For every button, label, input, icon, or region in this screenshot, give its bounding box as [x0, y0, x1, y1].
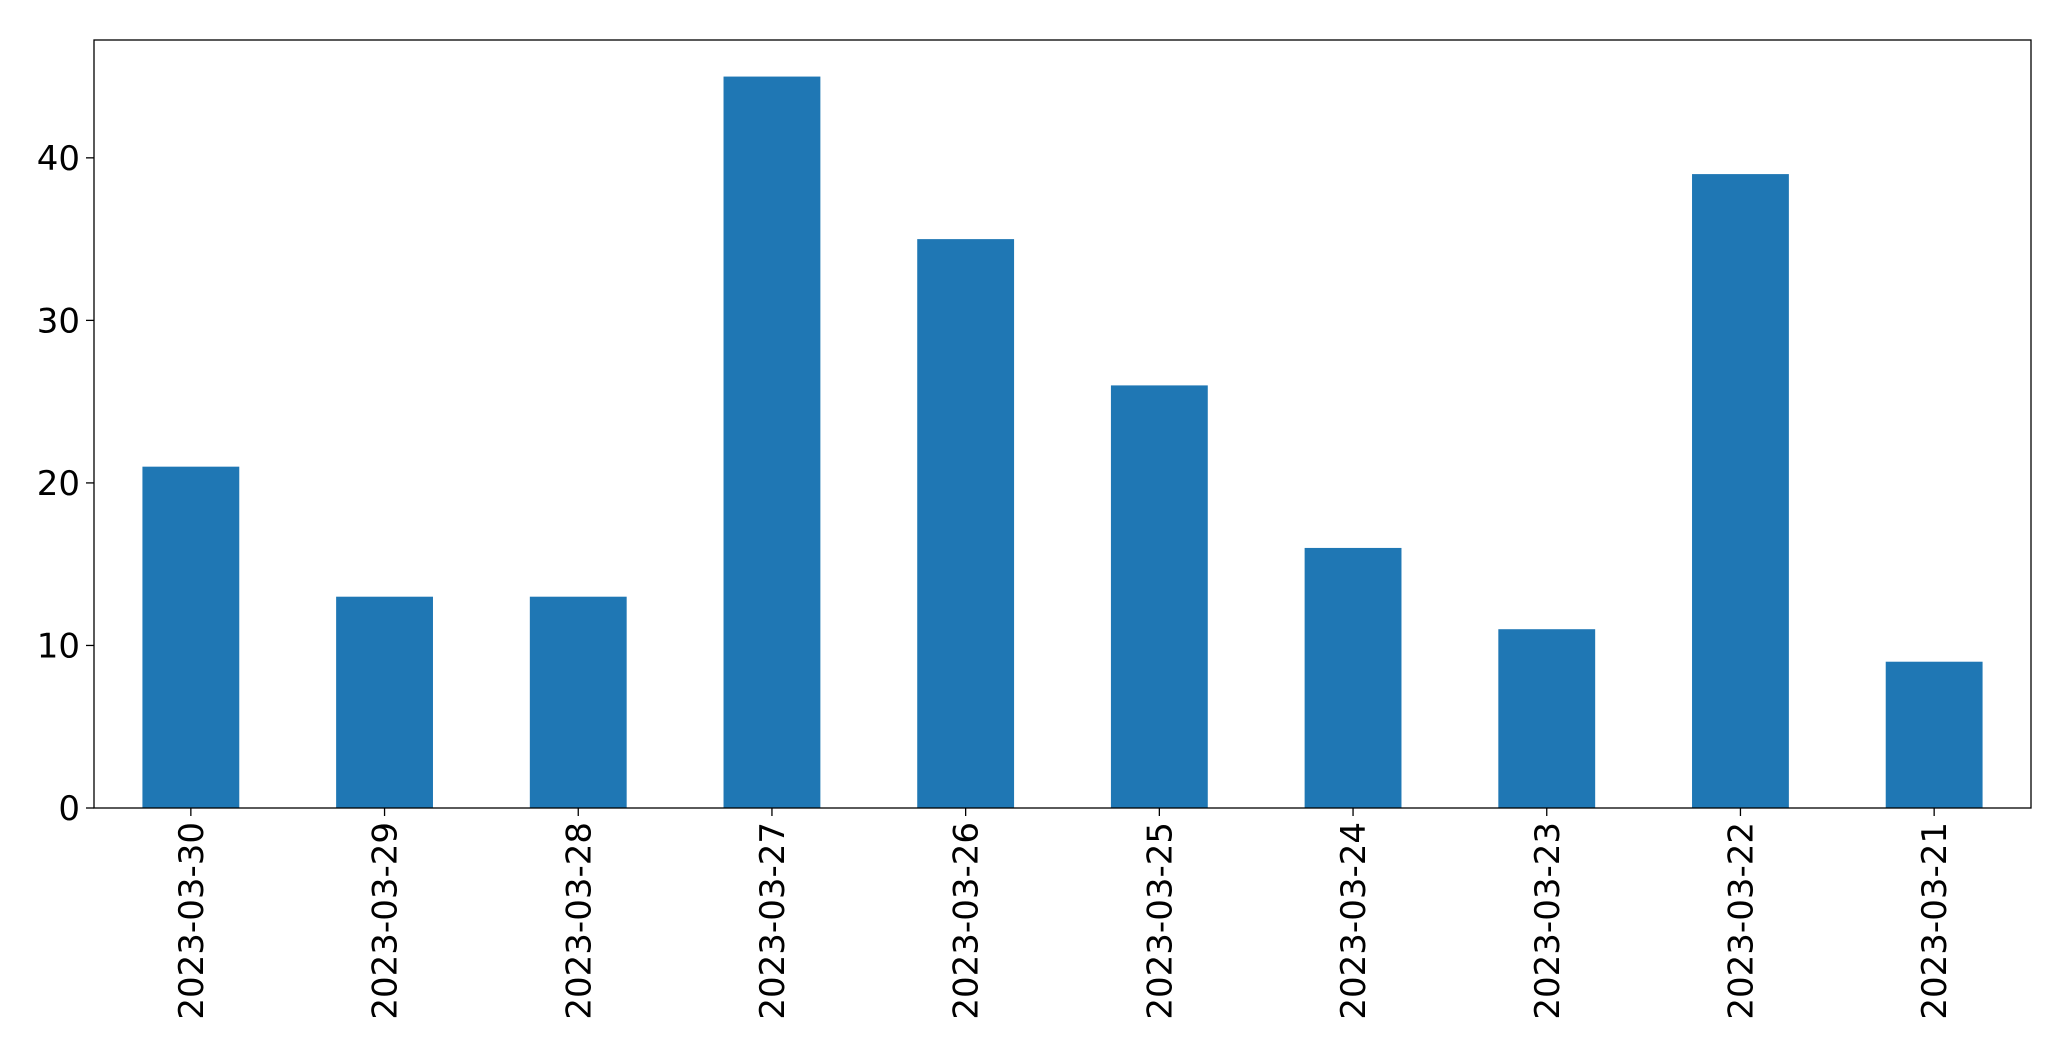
bar: [336, 596, 433, 808]
x-tick-label: 2023-03-24: [1334, 822, 1374, 1020]
bar: [917, 239, 1015, 809]
bar: [529, 596, 627, 808]
y-tick-label: 20: [37, 464, 80, 504]
x-tick-label: 2023-03-27: [753, 822, 793, 1020]
y-tick-label: 40: [37, 139, 80, 179]
y-tick-label: 30: [37, 301, 80, 341]
bar: [1110, 385, 1208, 808]
x-tick-label: 2023-03-26: [947, 822, 987, 1020]
y-tick-label: 0: [58, 789, 80, 829]
bar: [142, 466, 240, 808]
y-tick-label: 10: [37, 626, 80, 666]
x-tick-label: 2023-03-22: [1721, 822, 1761, 1020]
x-tick-label: 2023-03-29: [366, 822, 406, 1020]
bar: [1885, 661, 1983, 808]
bar: [1692, 174, 1789, 809]
bar: [1304, 547, 1402, 808]
x-tick-label: 2023-03-21: [1915, 822, 1955, 1020]
bar: [723, 76, 821, 809]
plot-frame: [93, 39, 2032, 809]
x-tick-label: 2023-03-28: [559, 822, 599, 1020]
x-tick-label: 2023-03-23: [1528, 822, 1568, 1020]
x-tick-label: 2023-03-30: [172, 822, 212, 1020]
bar: [1498, 629, 1596, 808]
x-tick-label: 2023-03-25: [1140, 822, 1180, 1020]
